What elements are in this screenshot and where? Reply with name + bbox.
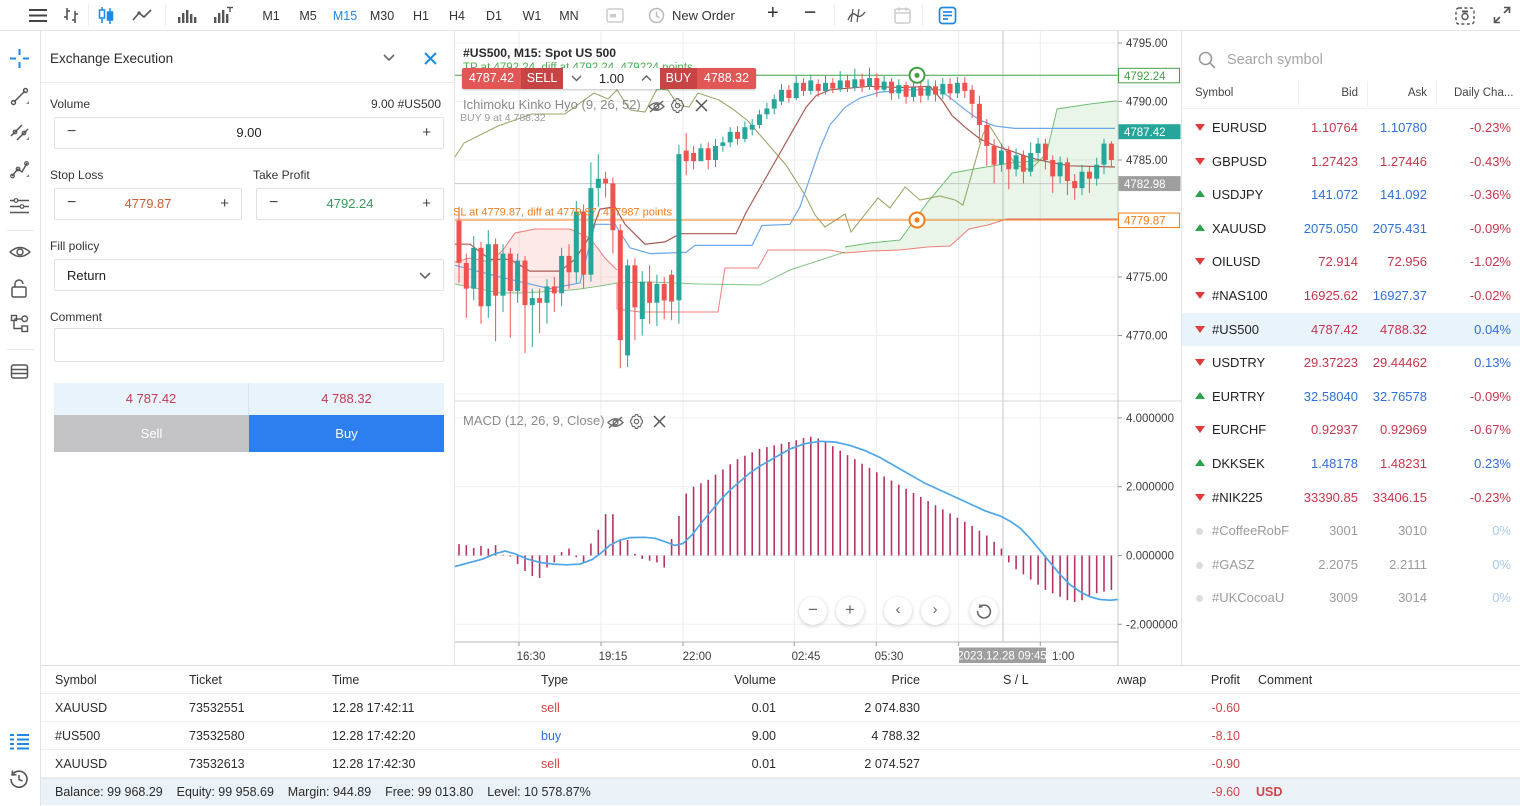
svg-text:4770.00: 4770.00 — [1126, 331, 1168, 343]
svg-text:SL at 4779.87, diff at 4779.87: SL at 4779.87, diff at 4779.87, 477987 p… — [453, 207, 672, 219]
svg-text:16:30: 16:30 — [517, 651, 546, 663]
svg-text:05:30: 05:30 — [875, 651, 904, 663]
svg-text:2023.12.28 09:45: 2023.12.28 09:45 — [957, 651, 1047, 663]
svg-text:4.000000: 4.000000 — [1126, 413, 1174, 425]
svg-text:4782.98: 4782.98 — [1124, 179, 1166, 191]
svg-text:4792.24: 4792.24 — [1124, 71, 1166, 83]
svg-text:1:00: 1:00 — [1052, 651, 1074, 663]
svg-text:0.000000: 0.000000 — [1126, 551, 1174, 563]
svg-text:2.000000: 2.000000 — [1126, 482, 1174, 494]
svg-text:19:15: 19:15 — [599, 651, 628, 663]
svg-text:22:00: 22:00 — [683, 651, 712, 663]
svg-text:4790.00: 4790.00 — [1126, 97, 1168, 109]
svg-text:4775.00: 4775.00 — [1126, 272, 1168, 284]
svg-text:4787.42: 4787.42 — [1124, 127, 1166, 139]
svg-text:#US500, M15: Spot US 500: #US500, M15: Spot US 500 — [463, 46, 616, 60]
svg-text:4795.00: 4795.00 — [1126, 38, 1168, 50]
svg-text:4785.00: 4785.00 — [1126, 155, 1168, 167]
svg-text:4779.87: 4779.87 — [1124, 216, 1166, 228]
svg-text:02:45: 02:45 — [792, 651, 821, 663]
svg-text:-2.000000: -2.000000 — [1126, 619, 1178, 631]
